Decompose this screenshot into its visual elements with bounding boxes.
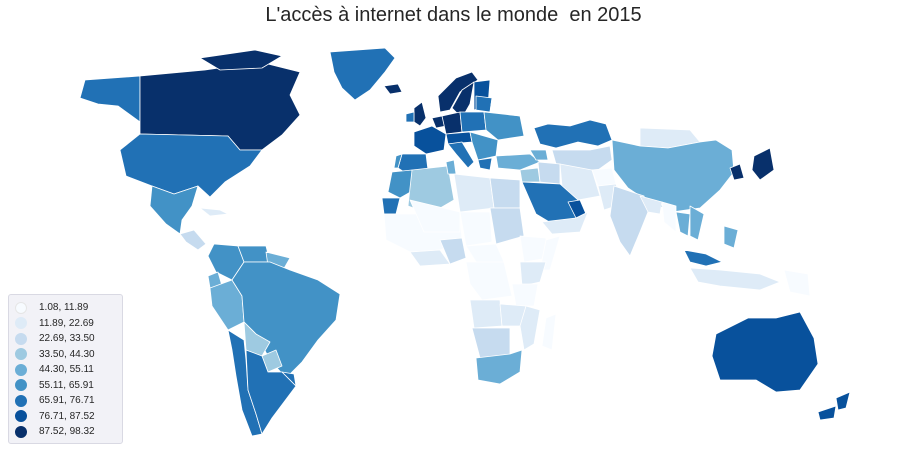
legend-swatch <box>15 332 27 345</box>
region-congo <box>465 261 513 301</box>
region-uruguay <box>281 371 297 387</box>
region-argentina <box>245 349 297 435</box>
region-baltics <box>475 95 493 113</box>
region-canada-islands <box>199 49 283 71</box>
region-new-zealand <box>835 391 851 411</box>
legend-item: 44.30, 55.11 <box>13 362 118 378</box>
region-namibia-botswana <box>471 327 511 359</box>
region-levant <box>519 167 541 183</box>
region-nigeria <box>439 237 467 265</box>
region-ireland <box>405 111 415 123</box>
legend-swatch <box>15 394 27 407</box>
region-morocco <box>387 169 415 199</box>
region-greece <box>477 157 493 171</box>
region-russia <box>489 65 801 131</box>
region-malaysia <box>683 249 723 267</box>
region-yemen-oman <box>541 211 589 235</box>
region-usa <box>119 133 263 198</box>
legend-item: 22.69, 33.50 <box>13 331 118 347</box>
region-egypt <box>489 177 521 209</box>
region-japan <box>751 147 775 181</box>
region-alaska <box>79 75 141 123</box>
legend-swatch <box>15 425 27 438</box>
legend-label: 87.52, 98.32 <box>39 426 95 438</box>
region-central-america <box>179 229 207 251</box>
region-madagascar <box>541 313 557 351</box>
region-libya <box>453 173 495 213</box>
region-sudan <box>489 207 525 245</box>
region-tanzania <box>511 283 539 307</box>
region-mali-niger <box>409 199 461 233</box>
legend-swatch <box>15 410 27 423</box>
region-mozambique <box>519 305 541 351</box>
region-iceland <box>383 83 403 95</box>
region-kenya <box>519 261 547 287</box>
legend-label: 44.30, 55.11 <box>39 364 94 376</box>
region-iran <box>559 163 601 201</box>
region-caucasus <box>529 149 549 161</box>
region-australia <box>711 311 819 393</box>
region-uk <box>413 101 427 127</box>
legend-label: 76.71, 87.52 <box>39 410 95 422</box>
legend-label: 65.91, 76.71 <box>39 395 95 407</box>
region-belarus-ukraine <box>483 111 525 141</box>
region-poland <box>459 111 487 133</box>
legend-item: 1.08, 11.89 <box>13 300 118 316</box>
region-korea <box>729 163 745 181</box>
legend-item: 76.71, 87.52 <box>13 409 118 425</box>
region-germany <box>441 111 463 135</box>
region-france <box>413 125 447 155</box>
region-thailand <box>675 211 691 237</box>
region-venezuela <box>237 245 271 263</box>
legend-label: 22.69, 33.50 <box>39 333 95 345</box>
region-myanmar <box>661 201 677 233</box>
region-angola <box>469 299 503 329</box>
legend-swatch <box>15 317 27 330</box>
region-vietnam <box>689 205 705 241</box>
region-portugal <box>393 153 403 169</box>
region-greenland <box>329 47 396 101</box>
legend-label: 33.50, 44.30 <box>39 348 95 360</box>
legend-item: 55.11, 65.91 <box>13 378 118 394</box>
region-iraq-syria <box>537 161 561 185</box>
region-somalia <box>539 235 561 271</box>
legend: 1.08, 11.89 11.89, 22.69 22.69, 33.50 33.50… <box>8 294 123 444</box>
region-turkey <box>495 153 541 171</box>
region-new-zealand-south <box>817 405 837 421</box>
region-italy <box>447 141 475 169</box>
region-philippines <box>723 225 739 249</box>
region-balkans <box>469 131 499 161</box>
region-tunisia <box>445 159 457 175</box>
legend-swatch <box>15 379 27 392</box>
world-map <box>79 47 851 437</box>
region-china <box>611 139 735 213</box>
legend-swatch <box>15 301 27 314</box>
region-brazil <box>231 261 341 379</box>
region-nepal-bangladesh <box>639 195 663 215</box>
legend-item: 87.52, 98.32 <box>13 424 118 440</box>
legend-swatch <box>15 363 27 376</box>
region-indonesia <box>689 267 781 291</box>
map-title: L'accès à internet dans le monde en 2015 <box>265 4 642 26</box>
region-south-africa <box>475 349 523 385</box>
legend-item: 65.91, 76.71 <box>13 393 118 409</box>
region-western-sahara <box>381 197 401 215</box>
region-png <box>783 269 811 297</box>
legend-label: 55.11, 65.91 <box>39 379 94 391</box>
region-chad <box>459 211 493 247</box>
region-gulf-guinea <box>409 249 451 267</box>
region-cuba <box>199 207 229 217</box>
legend-label: 11.89, 22.69 <box>39 317 94 329</box>
legend-item: 33.50, 44.30 <box>13 347 118 363</box>
region-mexico <box>149 185 199 235</box>
legend-item: 11.89, 22.69 <box>13 316 118 332</box>
region-bolivia <box>243 321 271 357</box>
legend-label: 1.08, 11.89 <box>39 302 89 314</box>
legend-swatch <box>15 348 27 361</box>
